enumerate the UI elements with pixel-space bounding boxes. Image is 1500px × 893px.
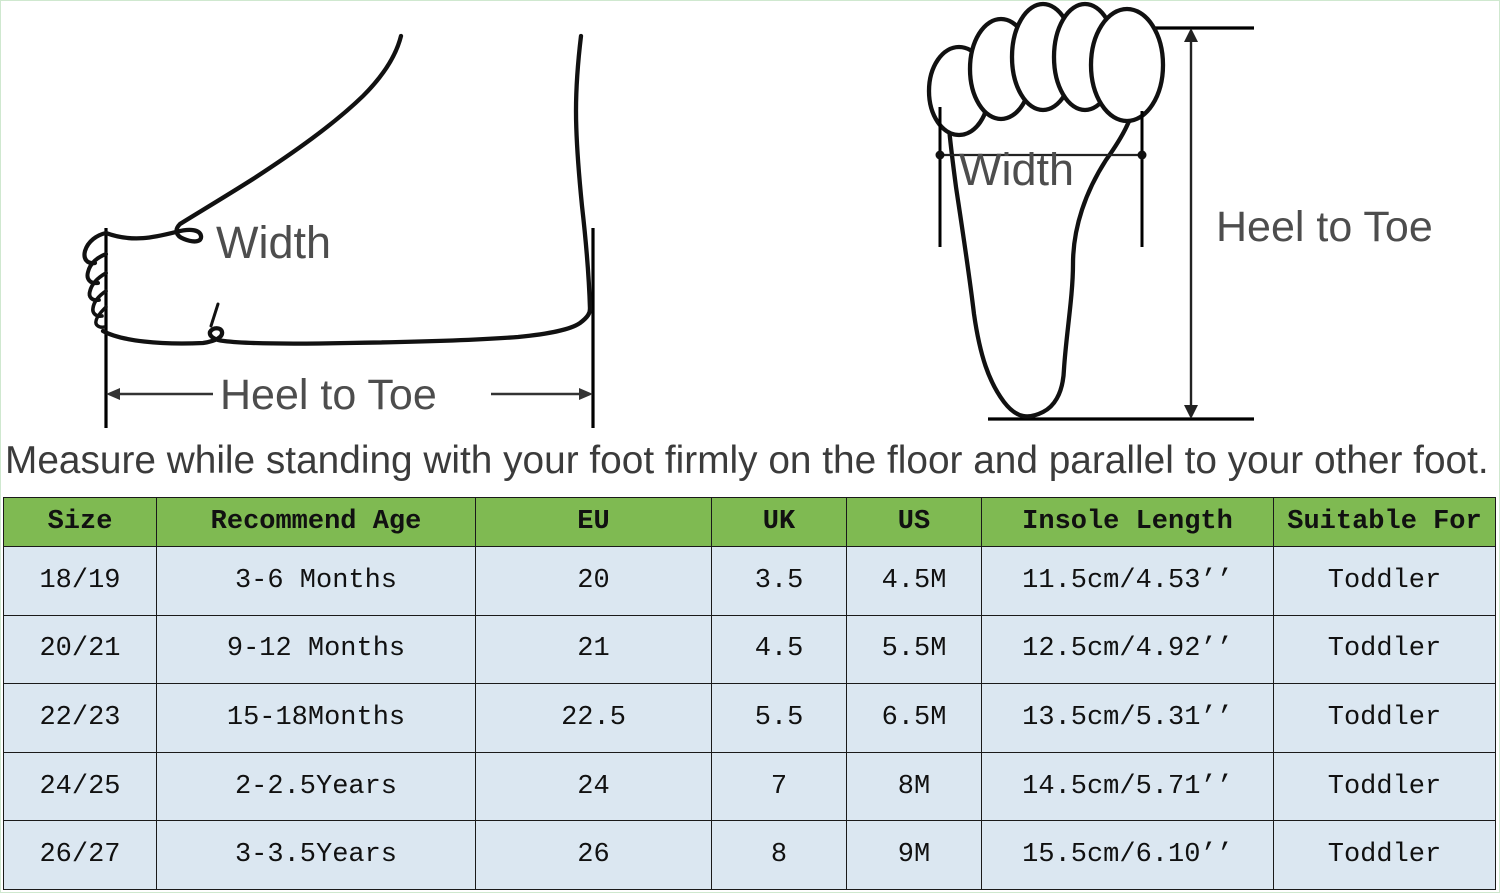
svg-text:Heel to Toe: Heel to Toe — [220, 371, 437, 419]
svg-text:Heel to Toe: Heel to Toe — [1216, 203, 1433, 251]
svg-text:Width: Width — [216, 217, 331, 268]
svg-text:Width: Width — [959, 144, 1074, 195]
